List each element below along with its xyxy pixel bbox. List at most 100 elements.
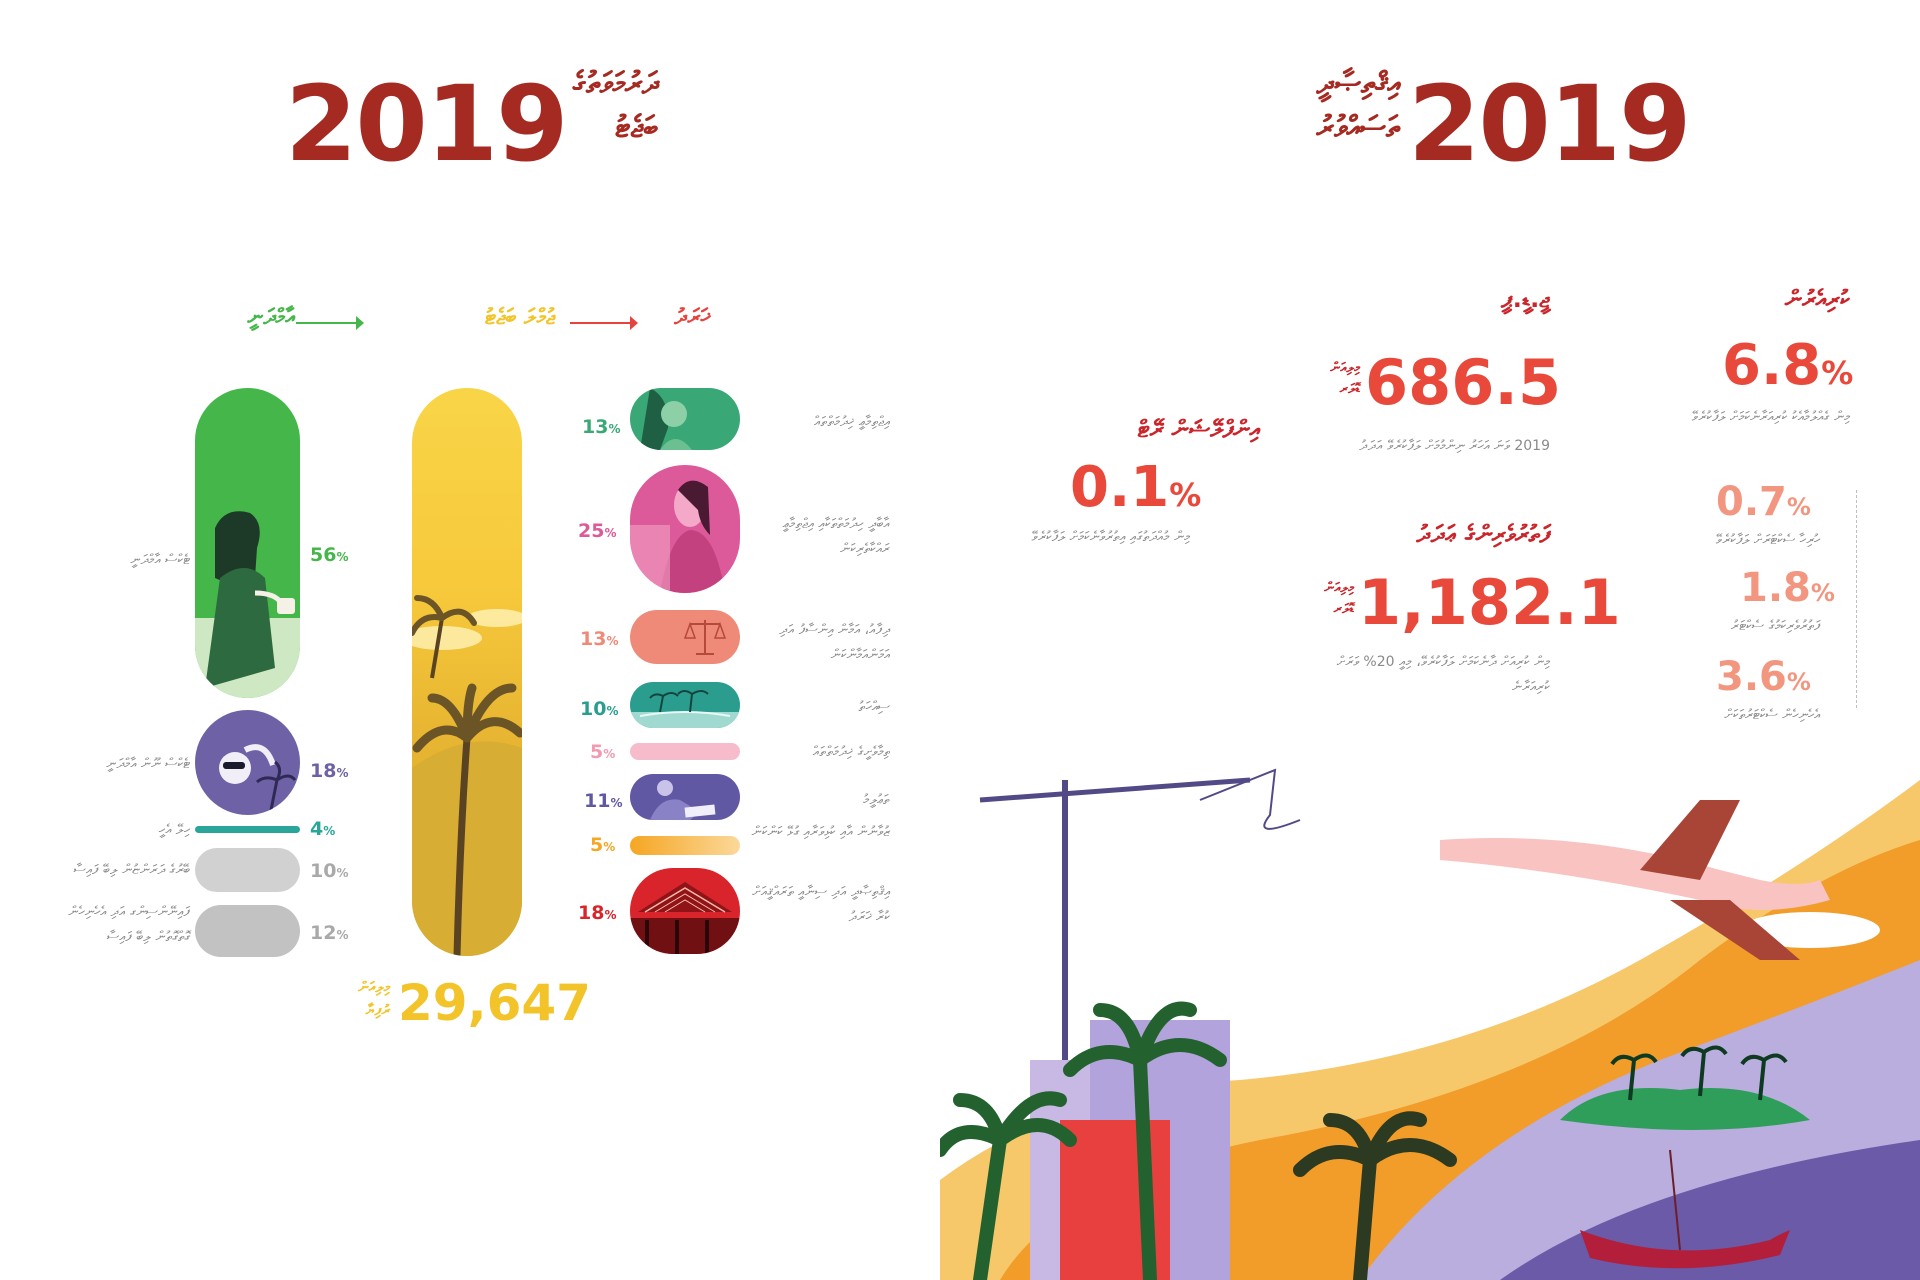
expense-pct-economic: 18% xyxy=(578,902,617,924)
growth-desc: މިން ގެއްލުމާއެކު ކުރިއަރާނެކަމަށް ލަފާކ… xyxy=(1691,409,1850,425)
growth-sub-1-pct: 0.7% xyxy=(1716,479,1811,525)
income-pct-foreign-loans-value: 10 xyxy=(310,860,337,882)
expense-pct-environment: 5% xyxy=(590,741,616,763)
flow-from-label: އާމްދަނީ xyxy=(247,305,295,330)
expense-pct-health: 10% xyxy=(580,698,619,720)
student-writing-illustration xyxy=(650,780,716,820)
growth-sub-1-desc: ހުރިހާ ސެކްޓަރަށް ލަފާކުރެވޭ xyxy=(1715,532,1820,548)
woman-with-cup-illustration xyxy=(195,511,300,698)
expense-pct-environment-value: 5 xyxy=(590,741,604,763)
expense-pct-youth-value: 5 xyxy=(590,834,604,856)
income-pct-tax-value: 56 xyxy=(310,544,337,566)
expense-pct-justice: 13% xyxy=(580,628,619,650)
expense-pct-housing: 25% xyxy=(578,520,617,542)
expense-pct-housing-value: 25 xyxy=(578,520,605,542)
flow-arrow-from xyxy=(296,322,362,324)
growth-sub-3-desc: އެހެނިހެން ސެކްޓަރުތަކަށް xyxy=(1724,707,1820,723)
inflation-head: އިންފްލޭޝަން ރޭޓް xyxy=(1137,415,1260,443)
right-title-line2: ތަސައްވުރު xyxy=(1316,109,1400,145)
income-label-tax: ޓެކްސް އާމްދަނީ xyxy=(130,552,190,568)
income-pct-tax: 56% xyxy=(310,544,349,566)
expense-label-environment: ތިމާވެށީގެ ޚިދުމަތްތައް xyxy=(812,744,890,760)
expense-label-health: ސިއްހަތު xyxy=(858,699,890,715)
right-title-line1: އިޤްތިޞާދީ xyxy=(1316,66,1400,101)
expense-label-social: އިޖްތިމާޢީ ޚިދުމަތްތައް xyxy=(813,414,890,430)
flow-arrow-from-head xyxy=(356,316,364,330)
woman-thinking-illustration xyxy=(630,480,725,593)
inflation-pct-value: 0.1 xyxy=(1070,455,1170,520)
expense-pct-education: 11% xyxy=(584,790,623,812)
tourism-value: 1,182.1 xyxy=(1358,566,1621,639)
total-budget-value: 29,647 xyxy=(398,974,591,1032)
person-with-sunglasses-illustration xyxy=(219,744,297,815)
tourism-unit-line1: މިލިއަން xyxy=(1324,580,1354,596)
tourism-unit-line2: ޑޮލަރ xyxy=(1333,601,1354,617)
growth-divider xyxy=(1856,490,1857,708)
growth-sub-2-desc: ފަތުރުވެރިކަމުގެ ސެކްޓަރު xyxy=(1730,618,1820,634)
income-pct-grants: 4% xyxy=(310,818,336,840)
economy-landscape-illustration xyxy=(940,768,1920,1280)
expense-pct-social: 13% xyxy=(582,416,621,438)
inflation-pct: 0.1% xyxy=(1070,455,1202,520)
gdp-value: 686.5 xyxy=(1365,346,1562,419)
expense-bar-education xyxy=(630,774,740,820)
expense-pct-youth: 5% xyxy=(590,834,616,856)
growth-pct-value: 6.8 xyxy=(1722,333,1822,398)
flow-arrow-to xyxy=(570,322,636,324)
expense-bar-justice xyxy=(630,610,740,664)
growth-sub-2-pct: 1.8% xyxy=(1740,565,1835,611)
growth-sub-2-value: 1.8 xyxy=(1740,565,1811,611)
flow-arrow-to-head xyxy=(630,316,638,330)
growth-sub-1-value: 0.7 xyxy=(1716,479,1787,525)
expense-label-youth: ޒުވާނުން އާއި ކުޅިވަރާއި ގުޅޭ ކަންކަން xyxy=(751,824,890,840)
income-pct-grants-value: 4 xyxy=(310,818,324,840)
island-palm-icon xyxy=(630,690,740,728)
expense-pct-education-value: 11 xyxy=(584,790,611,812)
income-bar-tax xyxy=(195,388,300,698)
income-label-grants: ހިލޭ އެހީ xyxy=(158,822,190,838)
total-unit-line1: މިލިއަން xyxy=(357,978,390,996)
left-title-line2: ބަޖެޓު xyxy=(615,109,658,145)
total-budget-bar xyxy=(412,388,522,956)
gdp-desc: 2019 ވަނަ އަހަރު ނިންމުމަށް ލަފާކުރެވޭ އ… xyxy=(1359,438,1550,454)
growth-head: ކުރިއެރުން xyxy=(1784,285,1850,313)
left-title-line1: ދަރުމަވަތުގެ xyxy=(572,66,658,101)
expense-pct-economic-value: 18 xyxy=(578,902,605,924)
income-pct-financing: 12% xyxy=(310,922,349,944)
income-bar-grants xyxy=(195,826,300,833)
total-unit-line2: ރުފިޔާ xyxy=(365,1000,390,1019)
left-title: ދަރުމަވަތުގެ ބަޖެޓު xyxy=(498,62,658,149)
inflation-desc: މިން މުއްދަތުގައި އިތުރުވާނެކަމަށް ލަފާކ… xyxy=(1031,529,1190,545)
expense-label-justice: ދިފާއު، އަމާން އިންސާފު އަދި އަމަންއަމާނ… xyxy=(779,622,890,663)
growth-sub-3-value: 3.6 xyxy=(1716,654,1787,700)
expense-label-education: ތަޢުލީމު xyxy=(863,792,890,808)
left-year: 2019 xyxy=(285,63,568,185)
income-label-financing: ފައިނޭންސިންގ އަދި އެހެނިހެން ގޮތްގޮތުން… xyxy=(68,904,190,945)
gdp-head: ޖީ.ޑީ.ޕީ xyxy=(1501,285,1550,313)
tourism-desc: މިން ކުރިއަށް ދާނެކަމަށް ލަފާކުރެވޭ، މިއ… xyxy=(1336,654,1550,695)
tourism-unit: މިލިއަން ޑޮލަރ xyxy=(1290,578,1354,620)
building-structure-illustration xyxy=(630,882,740,954)
growth-sub-3-pct: 3.6% xyxy=(1716,654,1811,700)
income-label-nontax: ޓެކްސް ނޫން އާމްދަނީ xyxy=(106,756,190,772)
expense-bar-social xyxy=(630,388,740,450)
expense-pct-social-value: 13 xyxy=(582,416,609,438)
expense-bar-youth xyxy=(630,836,740,855)
gdp-unit: މިލިއަން ޑޮލަރ xyxy=(1290,358,1360,400)
total-unit-label: މިލިއަން ރުފިޔާ xyxy=(330,976,390,1021)
income-bar-nontax xyxy=(195,710,300,815)
right-year: 2019 xyxy=(1408,63,1691,185)
expense-bar-health xyxy=(630,682,740,728)
person-portrait-illustration xyxy=(640,388,692,450)
gdp-unit-line1: މިލިއަން xyxy=(1330,360,1360,376)
right-title: އިޤްތިޞާދީ ތަސައްވުރު xyxy=(1180,62,1400,149)
income-pct-financing-value: 12 xyxy=(310,922,337,944)
flow-mid-label: ޖުމްލަ ބަޖެޓު xyxy=(484,305,555,330)
income-bar-foreign-loans xyxy=(195,848,300,892)
income-pct-nontax: 18% xyxy=(310,760,349,782)
palm-trees-illustration xyxy=(412,595,522,956)
flow-to-label: ޚަރަދު xyxy=(674,305,710,330)
growth-pct: 6.8% xyxy=(1722,333,1854,398)
expense-label-housing: އާބާދީ ހިދުމަތްތަކާއި އިޖްތިމާޢީ ރައްކާތ… xyxy=(782,516,890,557)
scales-of-justice-icon xyxy=(683,620,727,655)
